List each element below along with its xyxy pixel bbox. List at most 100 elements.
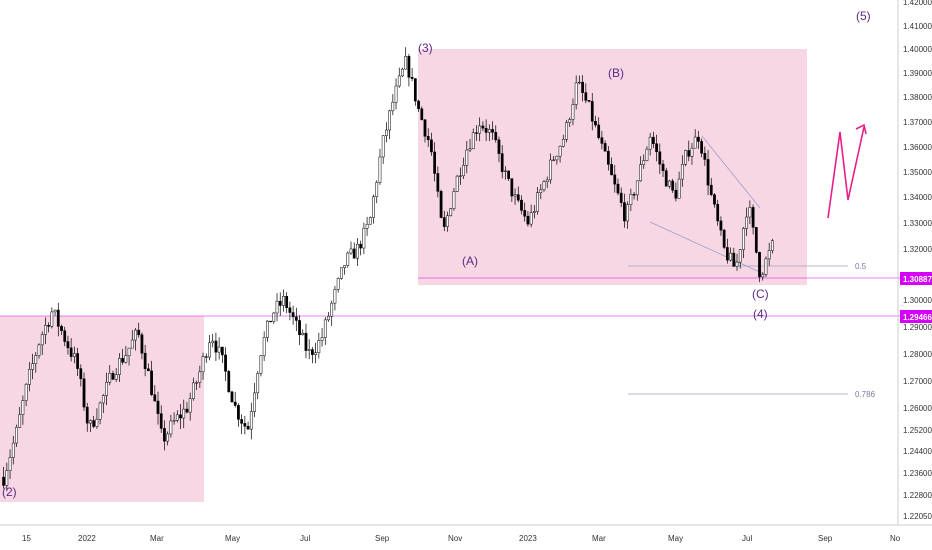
candle-body	[761, 274, 765, 278]
candle-body	[719, 220, 723, 231]
y-tick-label: 1.38000	[903, 93, 932, 102]
candle-body	[111, 373, 115, 380]
candle-body	[623, 202, 626, 222]
candle-body	[82, 378, 86, 408]
y-tick-label: 1.25200	[903, 426, 932, 435]
candle-body	[664, 170, 668, 187]
candle-body	[458, 175, 462, 177]
candle-body	[60, 326, 63, 331]
y-tick-label: 1.39000	[903, 69, 932, 78]
candle-body	[169, 420, 173, 435]
candle-body	[156, 400, 160, 414]
candle-body	[278, 300, 282, 306]
x-tick-label: Jul	[300, 534, 310, 543]
candle-body	[8, 457, 12, 471]
y-tick-label: 1.22800	[903, 491, 932, 500]
candle-body	[365, 223, 369, 229]
y-tick-label: 1.42000	[903, 0, 932, 7]
candle-body	[137, 329, 141, 336]
candle-body	[182, 408, 186, 419]
candle-body	[130, 339, 134, 349]
y-tick-label: 1.36000	[903, 143, 932, 152]
candle-body	[98, 402, 102, 420]
candle-body	[735, 261, 739, 267]
candle-body	[307, 349, 311, 351]
candle-body	[529, 212, 533, 225]
candle-body	[243, 423, 247, 427]
candle-body	[11, 442, 15, 458]
x-tick-label: 2022	[78, 534, 96, 543]
candle-body	[407, 56, 411, 78]
candle-body	[85, 406, 89, 424]
candle-body	[31, 363, 34, 370]
candle-body	[668, 180, 671, 187]
candle-body	[568, 119, 572, 123]
candle-body	[79, 368, 83, 380]
candle-body	[606, 150, 610, 165]
candle-body	[323, 319, 327, 338]
candle-body	[134, 329, 137, 341]
candle-body	[188, 398, 192, 413]
candle-body	[645, 148, 649, 161]
candle-body	[613, 174, 617, 185]
candle-body	[336, 278, 340, 290]
candle-body	[394, 85, 398, 103]
candle-body	[320, 337, 324, 341]
y-tick-label: 1.37000	[903, 118, 932, 127]
candle-body	[327, 316, 330, 321]
candle-body	[484, 127, 488, 133]
y-tick-label: 1.35000	[903, 168, 932, 177]
candle-body	[578, 81, 581, 84]
candle-body	[732, 252, 736, 267]
y-tick-label: 1.28000	[903, 350, 932, 359]
candle-body	[44, 325, 47, 335]
price-tag-1-30887: 1.30887	[903, 275, 932, 284]
y-tick-label: 1.29000	[903, 323, 932, 332]
candle-body	[214, 340, 218, 353]
candle-body	[555, 155, 559, 161]
wave-label-c: (C)	[752, 287, 769, 301]
candle-body	[185, 408, 189, 413]
candle-body	[388, 110, 391, 131]
candle-body	[603, 143, 607, 152]
x-tick-label: 15	[22, 534, 31, 543]
candle-body	[510, 178, 514, 197]
candle-body	[658, 151, 662, 165]
candle-body	[192, 382, 195, 399]
candle-body	[600, 137, 604, 144]
candle-body	[674, 189, 678, 199]
price-tag-1-29466-bg	[900, 310, 932, 323]
candle-body	[648, 136, 652, 150]
candle-body	[619, 192, 623, 203]
candle-body	[581, 81, 584, 93]
wave-label-4: (4)	[753, 307, 768, 321]
candle-body	[253, 392, 256, 412]
candle-body	[368, 217, 372, 225]
candle-body	[713, 194, 716, 205]
candle-body	[513, 194, 517, 197]
candle-body	[565, 122, 568, 140]
wave-label-5: (5)	[856, 9, 871, 23]
candle-body	[452, 191, 456, 209]
candle-body	[597, 124, 601, 138]
x-tick-label: Sep	[818, 534, 833, 543]
candle-body	[716, 203, 720, 222]
candle-body	[426, 136, 430, 141]
candle-body	[89, 420, 92, 424]
candle-body	[410, 77, 414, 79]
x-tick-label: Sep	[375, 534, 390, 543]
candle-body	[378, 156, 382, 183]
candle-body	[430, 139, 433, 153]
candle-body	[15, 427, 18, 444]
candle-body	[423, 119, 427, 137]
x-tick-label: Mar	[150, 534, 164, 543]
candle-body	[224, 354, 227, 372]
candle-body	[343, 265, 346, 268]
y-tick-label: 1.34000	[903, 193, 932, 202]
x-tick-label: 2023	[519, 534, 537, 543]
candle-body	[433, 151, 437, 174]
candle-body	[233, 401, 237, 406]
candle-body	[311, 349, 314, 355]
candle-body	[118, 358, 121, 375]
candle-body	[436, 173, 440, 192]
